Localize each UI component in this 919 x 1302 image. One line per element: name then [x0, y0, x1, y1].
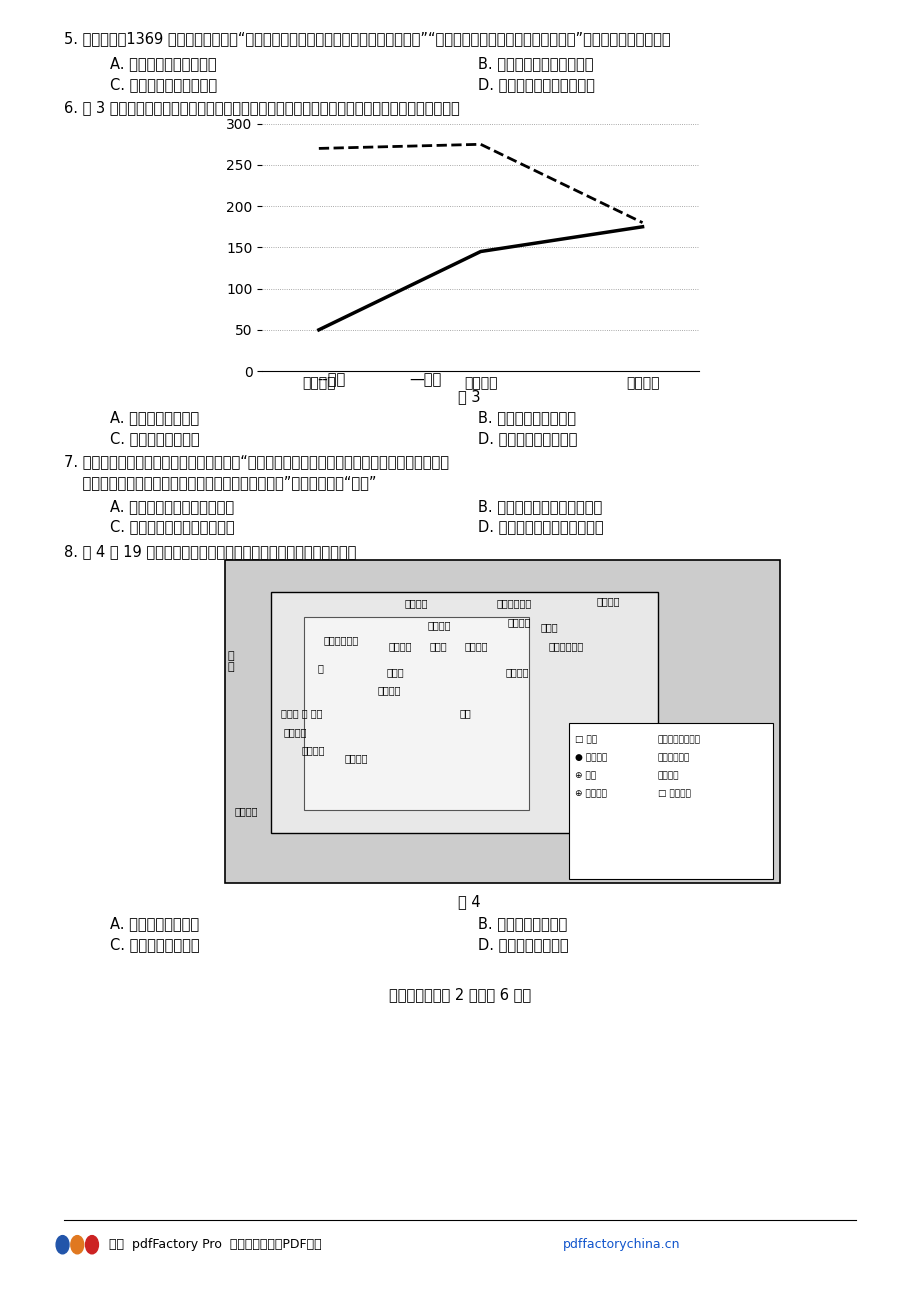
- Text: 西海书院: 西海书院: [404, 598, 428, 608]
- Text: 5. 洪武二年（1369 年），明太祖下诂“其辞发、椎鬻、胡服、胡名、胡姓，一切禁止”“恶命复衣冠如唐制，士民皆束发于顶”。明太祖这一统治举措: 5. 洪武二年（1369 年），明太祖下诂“其辞发、椎鬻、胡服、胡名、胡姓，一切…: [64, 31, 670, 47]
- Text: 图 3: 图 3: [458, 389, 480, 405]
- Text: 潮州会馆: 潮州会馆: [345, 753, 369, 763]
- Text: 西
郊: 西 郊: [227, 651, 233, 672]
- Text: B. 建制规模渐趋缩小: B. 建制规模渐趋缩小: [478, 917, 567, 932]
- Circle shape: [56, 1236, 69, 1254]
- Text: 珠江: 珠江: [460, 708, 471, 719]
- Text: ⊕ 衔门: ⊕ 衔门: [574, 772, 596, 780]
- Text: A. 饮食服务设施完备: A. 饮食服务设施完备: [110, 917, 199, 932]
- Text: □ 福利机构: □ 福利机构: [657, 790, 690, 798]
- Bar: [225, 560, 779, 883]
- Text: 巡抗衔门: 巡抗衔门: [388, 641, 412, 651]
- Text: D. 结束了中国固有的封建制度: D. 结束了中国固有的封建制度: [478, 519, 604, 535]
- Circle shape: [85, 1236, 98, 1254]
- Text: 州孔庙: 州孔庙: [386, 667, 403, 677]
- Text: 旗兵指挥使司: 旗兵指挥使司: [323, 635, 358, 646]
- Text: 法制程序，终于完成了清朝政权向民国的和平转移。”当时南北双方“妥协”: 法制程序，终于完成了清朝政权向民国的和平转移。”当时南北双方“妥协”: [64, 475, 377, 491]
- Text: 宁波会馆: 宁波会馆: [301, 745, 325, 755]
- Text: 番禺孔庙: 番禺孔庙: [464, 641, 488, 651]
- Text: 文源书院: 文源书院: [283, 727, 307, 737]
- Text: 盲人院: 盲人院: [540, 622, 558, 633]
- Text: □ 庙宇: □ 庙宇: [574, 736, 596, 743]
- Text: 城: 城: [317, 663, 323, 673]
- Text: 旧城城墙: 旧城城墙: [657, 772, 678, 780]
- Text: 沙面租界: 沙面租界: [234, 806, 258, 816]
- Text: A. 避免了社会动荡进一步加剧: A. 避免了社会动荡进一步加剧: [110, 499, 234, 514]
- Text: 近代城区范围: 近代城区范围: [657, 754, 689, 762]
- Text: ⊕ 教育机构: ⊕ 教育机构: [574, 790, 607, 798]
- Text: 老人院（男）: 老人院（男）: [548, 641, 583, 651]
- Text: C. 殖民地特征较明显: C. 殖民地特征较明显: [110, 937, 199, 953]
- Bar: [303, 617, 528, 810]
- Text: 8. 图 4 是 19 世纪以来广州城市发展示意图。图中信息表明近代广州: 8. 图 4 是 19 世纪以来广州城市发展示意图。图中信息表明近代广州: [64, 544, 357, 560]
- Text: B. 保证了民主共和的最终实现: B. 保证了民主共和的最终实现: [478, 499, 602, 514]
- Text: B. 强调尊卑有序的传统礼仪: B. 强调尊卑有序的传统礼仪: [478, 56, 594, 72]
- Text: D. 城市文化新旧杂糅: D. 城市文化新旧杂糅: [478, 937, 569, 953]
- Text: --北方: --北方: [317, 372, 346, 388]
- Text: 八旗兵及家属驻地: 八旗兵及家属驻地: [657, 736, 700, 743]
- Text: C. 促进了民主革命任务的完成: C. 促进了民主革命任务的完成: [110, 519, 234, 535]
- Bar: [271, 592, 657, 833]
- Text: 7. 学者袁刚在《国会与辛亥革命》中指出：“以南京临时国会为中心舞台，南北通过谈判、妥协与: 7. 学者袁刚在《国会与辛亥革命》中指出：“以南京临时国会为中心舞台，南北通过谈…: [64, 454, 448, 470]
- Text: A. 出于对唐朝服饰的喜爱: A. 出于对唐朝服饰的喜爱: [110, 56, 217, 72]
- Text: C. 突出对华夏正统的尊崇: C. 突出对华夏正统的尊崇: [110, 77, 217, 92]
- Text: 图 4: 图 4: [458, 894, 480, 910]
- Text: 师范学院: 师范学院: [505, 667, 529, 677]
- Text: B. 南方社会影响力增强: B. 南方社会影响力增强: [478, 410, 576, 426]
- Text: D. 理学对北方影响较小: D. 理学对北方影响较小: [478, 431, 577, 447]
- Text: 南海孔庙: 南海孔庙: [377, 685, 401, 695]
- Text: ● 华人商会: ● 华人商会: [574, 754, 607, 762]
- Text: 老人院（女）: 老人院（女）: [496, 598, 531, 608]
- Text: A. 政治重心出现南移: A. 政治重心出现南移: [110, 410, 199, 426]
- Bar: [568, 723, 772, 879]
- Text: C. 北方经济急剧衰退: C. 北方经济急剧衰退: [110, 431, 199, 447]
- Text: D. 深受儒学封建伦理的影响: D. 深受儒学封建伦理的影响: [478, 77, 595, 92]
- Text: 6. 图 3 是北宋时期中国南北地区科举入仕官员人数变化趋势图（单位：人）。图中信息反映出宋代: 6. 图 3 是北宋时期中国南北地区科举入仕官员人数变化趋势图（单位：人）。图中…: [64, 100, 460, 116]
- Text: 城隙庙: 城隙庙: [429, 641, 447, 651]
- Text: 总督衔门: 总督衔门: [427, 620, 451, 630]
- Text: 利用  pdfFactory Pro  测试版本创建的PDF文档: 利用 pdfFactory Pro 测试版本创建的PDF文档: [108, 1238, 329, 1251]
- Text: 华林寺 州 会馆: 华林寺 州 会馆: [280, 708, 322, 719]
- Text: 政法学堂: 政法学堂: [507, 617, 531, 628]
- Circle shape: [71, 1236, 84, 1254]
- Text: —南方: —南方: [409, 372, 441, 388]
- Text: pdffactorychina.cn: pdffactorychina.cn: [562, 1238, 680, 1251]
- Text: 高二历史试题第 2 页（共 6 页）: 高二历史试题第 2 页（共 6 页）: [389, 987, 530, 1003]
- Text: 鹻风病院: 鹻风病院: [596, 596, 619, 607]
